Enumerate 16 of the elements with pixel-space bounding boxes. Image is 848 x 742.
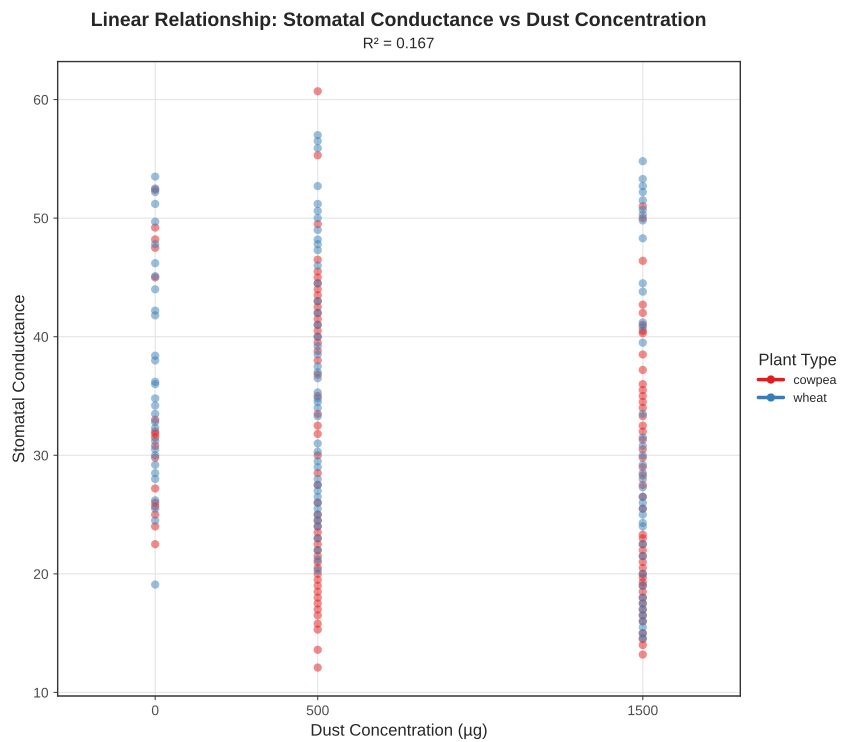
x-axis-title: Dust Concentration (µg) (312, 724, 487, 740)
y-tick-label: 60 (34, 94, 48, 105)
chart-subtitle: R² = 0.167 (364, 38, 434, 48)
x-tick-label: 1500 (628, 705, 658, 716)
legend-label: wheat (793, 392, 827, 402)
y-axis-title: Stomatal Conductance (12, 295, 24, 462)
y-tick-label: 30 (34, 450, 48, 460)
y-tick-label: 10 (34, 688, 48, 698)
y-tick-label: 50 (34, 213, 48, 224)
chart-title: Linear Relationship: Stomatal Conductance vs Dust Concentration (92, 12, 706, 30)
y-tick-label: 40 (34, 332, 48, 342)
x-tick-label: 0 (152, 705, 159, 716)
y-tick-label: 20 (34, 569, 48, 580)
legend-title: Plant Type (760, 353, 836, 369)
legend-label: cowpea (794, 377, 836, 387)
x-tick-label: 500 (306, 705, 329, 716)
